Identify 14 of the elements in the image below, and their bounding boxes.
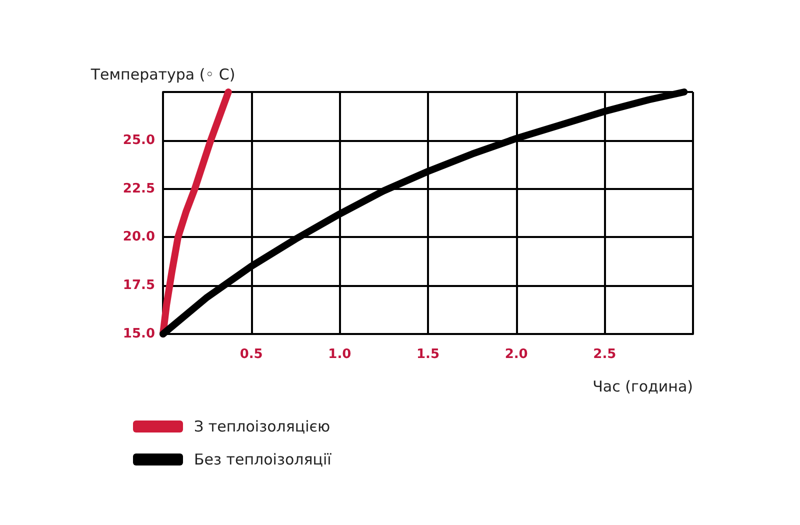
y-tick-label: 17.5 — [122, 278, 155, 294]
legend-label: З теплоізоляцією — [194, 418, 330, 436]
x-tick-label: 2.0 — [504, 347, 528, 362]
y-tick-label: 22.5 — [122, 181, 155, 196]
x-axis-title: Час (година) — [592, 378, 693, 396]
x-tick-label: 1.0 — [328, 347, 352, 362]
legend-label: Без теплоізоляції — [194, 450, 332, 468]
x-tick-label: 0.5 — [240, 347, 263, 362]
y-tick-label: 15.0 — [122, 326, 155, 342]
x-tick-label: 2.5 — [593, 347, 616, 362]
y-axis-title: Температура (◦ C) — [90, 66, 236, 84]
x-tick-label: 1.5 — [416, 347, 440, 362]
y-tick-label: 25.0 — [122, 132, 155, 148]
y-tick-label: 20.0 — [122, 230, 155, 245]
